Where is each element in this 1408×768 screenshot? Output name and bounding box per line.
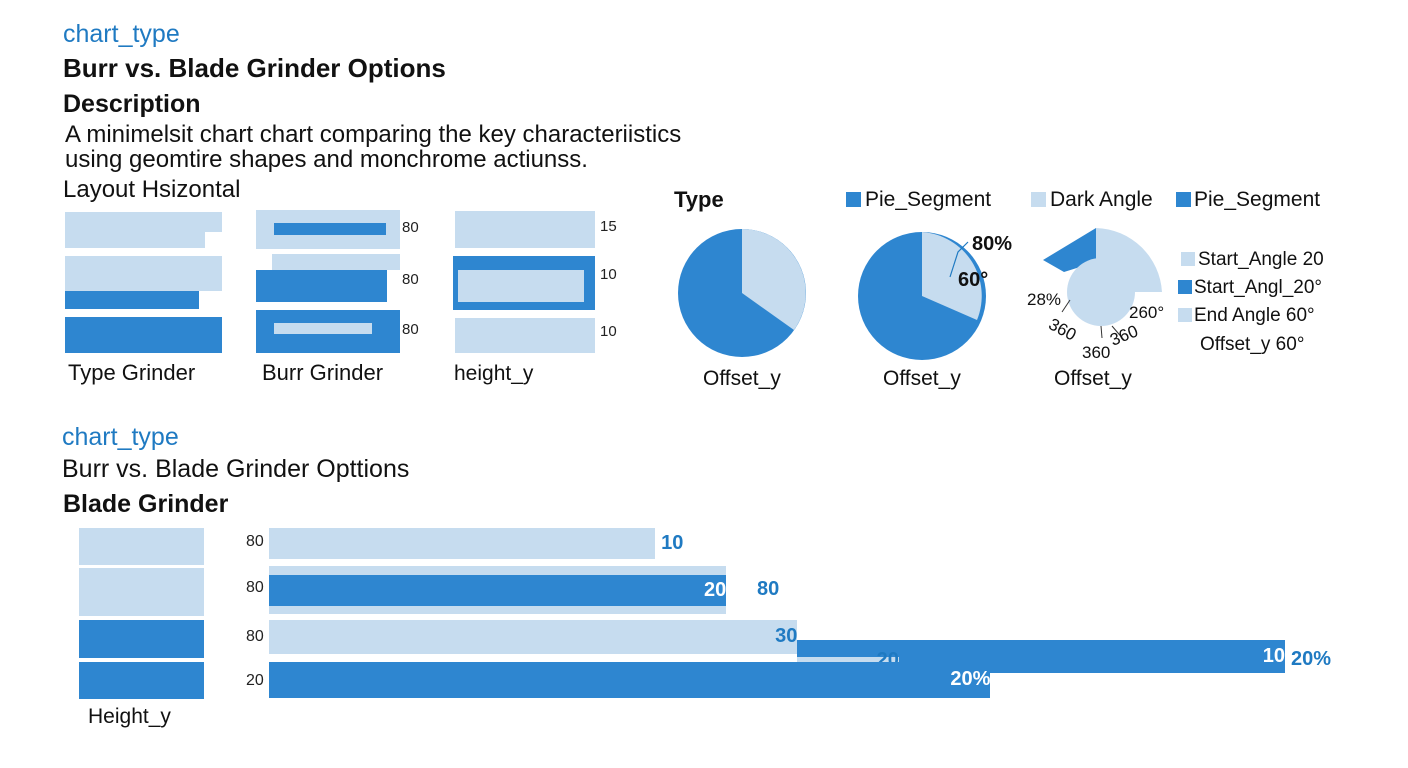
bar	[269, 575, 727, 606]
side-legend-item: Start_Angle 20	[1198, 249, 1324, 270]
donut-annotation: 260°	[1129, 303, 1165, 322]
pie-caption: Offset_y	[1054, 367, 1132, 390]
top-kicker: chart_type	[63, 20, 180, 48]
description-heading: Description	[63, 90, 201, 118]
bar-block	[274, 223, 386, 235]
description-line-2: using geomtire shapes and monchrome acti…	[65, 146, 588, 173]
small-multiple-label: Type Grinder	[68, 360, 196, 385]
pie-caption: Offset_y	[703, 367, 781, 390]
annotation-leader	[1100, 325, 1103, 339]
donut-annotation: 360	[1082, 343, 1111, 362]
donut-annotation: 28%	[1027, 290, 1062, 309]
bar-block	[205, 212, 222, 232]
tick-label: 10	[600, 323, 617, 340]
bar-block	[65, 317, 222, 353]
stack-block	[79, 528, 204, 565]
bar	[269, 662, 991, 698]
bar-block	[65, 256, 222, 291]
bar-block	[65, 291, 199, 309]
category-label: 80	[246, 579, 264, 596]
pie-slice	[742, 229, 806, 330]
bottom-kicker: chart_type	[62, 423, 179, 451]
bar	[269, 528, 656, 559]
legend-swatch	[846, 192, 861, 207]
legend-item: Pie_Segment	[1194, 188, 1321, 211]
category-label: 20	[246, 672, 264, 689]
pie-annotation: 80%	[972, 233, 1013, 255]
category-label: 80	[246, 533, 264, 550]
bar-outside-label: 80	[757, 578, 780, 600]
bar-block	[455, 318, 595, 353]
tick-label: 80	[402, 271, 419, 288]
bar-block	[256, 270, 387, 302]
description-line-1: A minimelsit chart chart comparing the k…	[65, 121, 682, 148]
legend-swatch	[1181, 252, 1195, 266]
tick-label: 15	[600, 218, 617, 235]
bar-block	[65, 212, 205, 248]
pie-annotation: 60°	[958, 269, 989, 291]
legend-item: Dark Angle	[1050, 188, 1153, 211]
tick-label: 10	[600, 266, 617, 283]
bar-value-label: 30	[775, 625, 798, 647]
donut-chart	[1043, 228, 1162, 341]
layout-label: Layout Hsizontal	[63, 176, 241, 203]
stack-block	[79, 662, 204, 699]
legend-swatch	[1031, 192, 1046, 207]
legend-swatch	[1178, 280, 1192, 294]
bar-block	[458, 270, 584, 302]
bottom-heading: Blade Grinder	[63, 490, 229, 518]
legend-swatch	[1176, 192, 1191, 207]
bar-value-label: 10	[1262, 644, 1285, 667]
donut-segment	[1096, 228, 1162, 292]
side-legend-item: End Angle 60°	[1194, 305, 1315, 326]
small-multiple-label: height_y	[454, 362, 534, 385]
pie-2	[858, 232, 986, 360]
pie-1	[678, 229, 806, 357]
annotation-leader	[1111, 325, 1125, 341]
bar-value-label: 20	[703, 578, 727, 601]
donut-hole	[1067, 258, 1135, 326]
bar-value-label: 10	[661, 531, 684, 554]
bar	[269, 620, 798, 654]
side-legend-item: Offset_y 60°	[1200, 334, 1305, 355]
annotation-leader	[1061, 299, 1071, 313]
tick-label: 80	[402, 219, 419, 236]
annotation-leader	[949, 241, 969, 278]
pie-slice	[922, 232, 982, 320]
bar-block	[274, 323, 372, 334]
bottom-subtitle: Burr vs. Blade Grinder Opttions	[62, 455, 410, 483]
pie-caption: Offset_y	[883, 367, 961, 390]
bar-outside-label: 20%	[1291, 648, 1332, 670]
top-title: Burr vs. Blade Grinder Options	[63, 53, 446, 83]
donut-segment	[1043, 228, 1096, 272]
bar-chart-area: 10 20 30 10 20 20%	[269, 520, 1289, 710]
side-legend-item: Start_Angl_20°	[1194, 277, 1323, 298]
stack-block	[79, 568, 204, 616]
legend-swatch	[1178, 308, 1192, 322]
small-multiple-label: Burr Grinder	[262, 360, 384, 385]
legend-item: Pie_Segment	[865, 188, 992, 211]
bar-value-label: 20%	[950, 668, 991, 690]
category-label: 80	[246, 628, 264, 645]
bar-block	[455, 211, 595, 248]
tick-label: 80	[402, 321, 419, 338]
bar	[797, 657, 899, 665]
bar-block	[272, 254, 400, 270]
stack-block	[79, 620, 204, 658]
left-stack-label: Height_y	[88, 705, 171, 728]
pie-type-label: Type	[674, 187, 724, 212]
